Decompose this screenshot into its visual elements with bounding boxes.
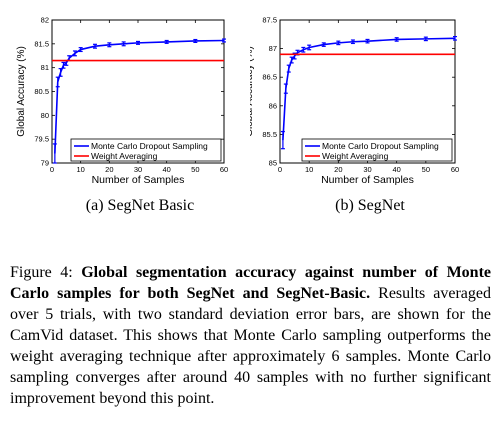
chart1-x-tick-label: 20 [334,165,342,174]
chart1-x-tick-label: 50 [422,165,430,174]
chart1-series-0-error-bar [453,35,457,41]
chart0-series-0-error-bar [52,143,57,164]
chart1-y-tick-label: 87 [269,44,277,53]
chart1-series-0-error-bar [394,37,399,42]
chart-segnet-svg: 0 10 20 30 40 50 60 85 85.5 86 86.5 87 87.5 Number of… [244,16,459,187]
chart-segnet-basic: 0 10 20 30 40 50 60 79 79.5 80 80.5 81 81.5 82 Number … [0,0,245,195]
chart0-series-0-error-bar [222,38,226,43]
chart1-y-tick-label: 85.5 [262,130,277,139]
caption-title: Global segmentation accuracy against num… [10,264,491,302]
chart1-legend-label-1: Weight Averaging [322,151,389,161]
chart0-x-tick-label: 0 [50,165,54,174]
chart1-series-0-error-bar [280,130,285,150]
chart0-series-0-error-bar [72,50,77,57]
chart1-y-axis-label: Global Accuracy (%) [250,46,255,137]
chart1-x-tick-label: 0 [278,165,282,174]
chart0-y-tick-label: 79 [41,159,49,168]
chart1-x-tick-label: 40 [392,165,400,174]
chart-segnet: 0 10 20 30 40 50 60 85 85.5 86 86.5 87 87.5 Number of… [244,0,502,195]
chart1-x-tick-label: 60 [451,165,459,174]
chart1-legend-label-0: Monte Carlo Dropout Sampling [322,141,439,151]
subcaption-b: (b) SegNet [335,197,405,214]
chart1-y-tick-label: 86.5 [262,73,277,82]
chart0-series-0-error-bar [136,40,140,45]
chart1-series-0-error-bar [321,42,326,47]
chart-segnet-basic-svg: 0 10 20 30 40 50 60 79 79.5 80 80.5 81 81.5 82 Number … [16,16,228,187]
chart1-series-0-error-bar [301,46,306,53]
chart0-y-tick-label: 81 [41,63,49,72]
chart0-series-0-error-bar [78,47,83,53]
chart0-series-0-error-bar [121,41,126,47]
chart0-x-tick-label: 40 [162,165,170,174]
chart0-series-0-error-bar [93,43,97,49]
chart0-x-tick-label: 10 [76,165,84,174]
chart0-series-0-error-bar [193,38,198,44]
chart0-x-tick-label: 20 [105,165,113,174]
chart1-x-tick-label: 30 [363,165,371,174]
chart1-series-0-error-bar [289,56,294,64]
chart1-series-0-error-bar [423,36,428,42]
chart1-y-tick-label: 87.5 [262,16,277,25]
chart0-series-0-error-bar [164,39,169,44]
chart0-legend-label-1: Weight Averaging [91,151,158,161]
chart0-legend-label-0: Monte Carlo Dropout Sampling [91,141,208,151]
chart0-y-tick-label: 82 [41,16,49,25]
chart1-series-0-error-bar [286,64,291,73]
chart0-series-0-error-bar [61,61,66,69]
chart0-y-tick-label: 81.5 [34,39,49,48]
chart0-x-tick-label: 50 [191,165,199,174]
chart1-series-0-error-bar [336,40,341,46]
chart1-x-axis-label: Number of Samples [321,174,414,186]
chart0-x-tick-label: 60 [220,165,228,174]
chart0-y-tick-label: 80 [41,111,49,120]
chart1-y-tick-label: 86 [269,101,277,110]
chart0-y-tick-label: 79.5 [34,135,49,144]
caption-body: Results averaged over 5 trials, with two… [10,285,491,407]
chart1-series-0-error-bar [365,38,370,44]
chart0-y-tick-label: 80.5 [34,87,49,96]
chart1-x-tick-label: 10 [305,165,313,174]
chart1-series-0-error-bar [283,83,288,94]
chart0-series-0-error-bar [107,42,112,48]
chart1-series-0-error-bar [307,44,312,51]
caption-label: Figure 4: [10,264,73,281]
chart1-y-tick-label: 85 [269,159,277,168]
chart1-legend-box [301,138,453,162]
chart0-x-tick-label: 30 [134,165,142,174]
chart0-x-axis-label: Number of Samples [92,174,185,186]
chart0-y-axis-label: Global Accuracy (%) [16,46,27,137]
chart0-series-0-error-bar [55,76,60,88]
chart0-legend-box [70,138,222,162]
figure-caption: Figure 4: Global segmentation accuracy a… [10,262,491,409]
subcaption-a: (a) SegNet Basic [85,197,195,214]
chart1-series-0-error-bar [350,39,355,45]
